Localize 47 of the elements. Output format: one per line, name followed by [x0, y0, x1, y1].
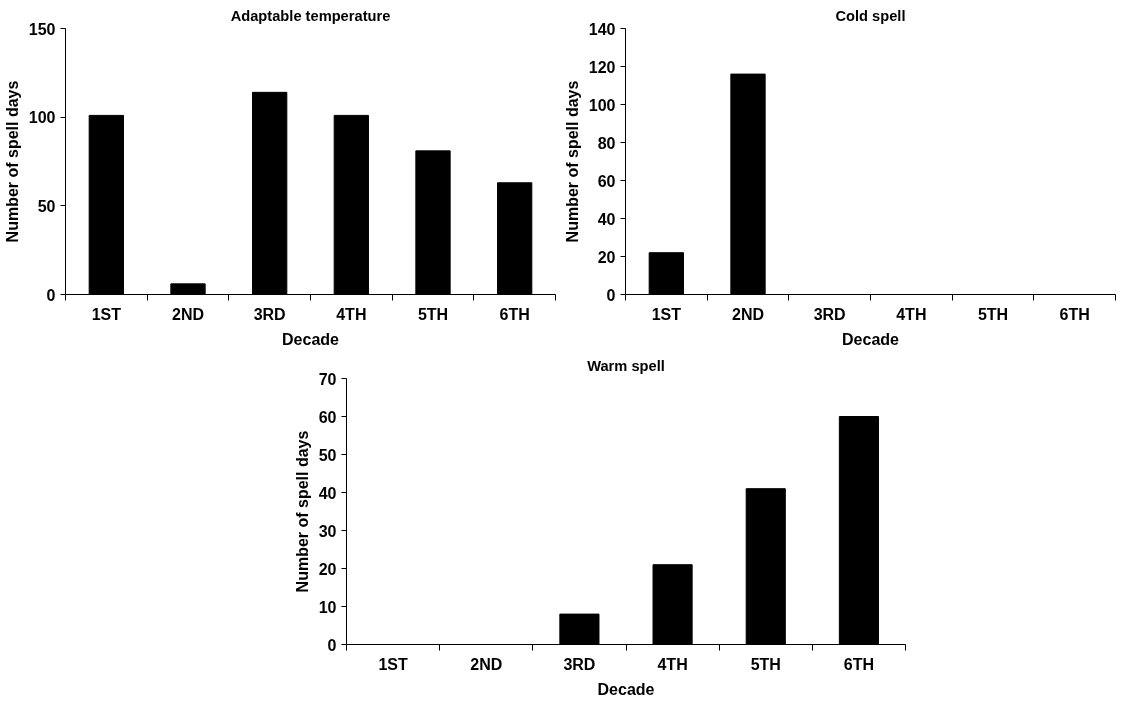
- x-tick-label: 1ST: [651, 305, 682, 323]
- x-tick-label: 5TH: [977, 305, 1009, 323]
- x-axis-title: Decade: [597, 680, 655, 698]
- x-tick-label: 1ST: [378, 655, 408, 673]
- y-tick-label: 0: [606, 286, 616, 304]
- x-tick-label: 5TH: [750, 655, 781, 673]
- x-tick-label: 4TH: [336, 305, 367, 323]
- x-tick-label: 4TH: [896, 305, 927, 323]
- x-tick-label: 2ND: [470, 655, 503, 673]
- y-axis-title: Number of spell days: [293, 430, 311, 593]
- x-axis-title: Decade: [282, 330, 340, 348]
- y-tick-label: 50: [37, 197, 56, 215]
- x-tick-label: 6TH: [1059, 305, 1090, 323]
- x-axis-title: Decade: [842, 330, 900, 348]
- y-tick-label: 70: [318, 370, 337, 388]
- x-tick-label: 2ND: [732, 305, 765, 323]
- x-tick-label: 6TH: [843, 655, 875, 673]
- chart-title: Cold spell: [835, 7, 906, 24]
- y-tick-label: 40: [597, 210, 616, 228]
- y-tick-label: 140: [588, 20, 616, 38]
- y-tick-label: 10: [318, 598, 337, 616]
- y-tick-label: 100: [588, 96, 616, 114]
- x-tick-label: 4TH: [657, 655, 688, 673]
- y-tick-label: 60: [318, 408, 337, 426]
- y-tick-label: 40: [318, 484, 337, 502]
- x-tick-label: 3RD: [563, 655, 596, 673]
- x-tick-label: 2ND: [172, 305, 205, 323]
- chart-title: Adaptable temperature: [230, 7, 391, 24]
- y-tick-label: 120: [588, 58, 616, 76]
- y-tick-label: 150: [28, 20, 56, 38]
- y-axis-title: Number of spell days: [563, 80, 581, 243]
- x-tick-label: 6TH: [499, 305, 530, 323]
- y-tick-label: 20: [318, 560, 337, 578]
- y-tick-label: 50: [318, 446, 337, 464]
- y-tick-label: 60: [597, 172, 616, 190]
- x-tick-label: 5TH: [417, 305, 449, 323]
- y-tick-label: 100: [28, 109, 56, 127]
- y-tick-label: 0: [327, 636, 337, 654]
- y-tick-label: 30: [318, 522, 337, 540]
- x-tick-label: 3RD: [253, 305, 286, 323]
- x-tick-label: 3RD: [813, 305, 846, 323]
- y-tick-label: 0: [46, 286, 56, 304]
- y-tick-label: 80: [597, 134, 616, 152]
- y-tick-label: 20: [597, 248, 616, 266]
- chart-title: Warm spell: [587, 357, 665, 374]
- y-axis-title: Number of spell days: [3, 80, 21, 243]
- x-tick-label: 1ST: [91, 305, 122, 323]
